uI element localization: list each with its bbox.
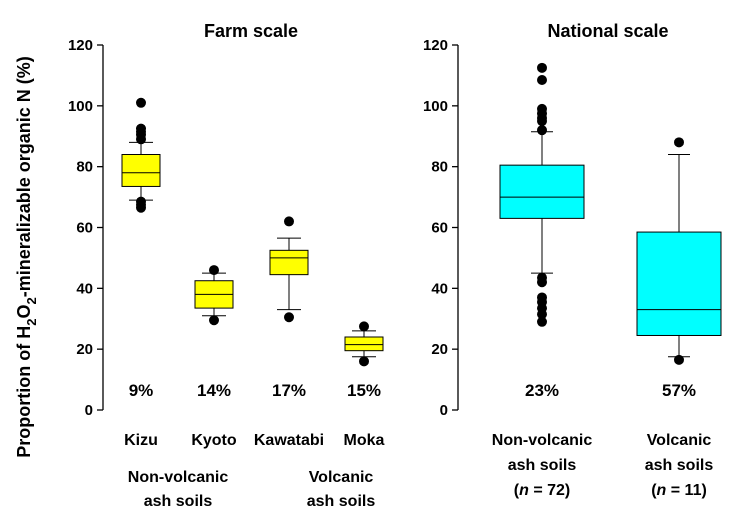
farm-percent-label: 15%	[347, 381, 381, 400]
farm-y-tick-label: 80	[76, 159, 93, 176]
x-label-kizu: Kizu	[124, 432, 158, 449]
national-y-tick-label: 80	[431, 159, 448, 176]
national-scale-panel: National scale 0 20 40 60 80 100 120 23% 57% No…	[423, 21, 722, 499]
x-label-nonvolcanic-n: (n = 72)	[514, 482, 570, 499]
national-outlier-point	[537, 74, 547, 85]
farm-y-tick-label: 100	[68, 98, 93, 115]
farm-outlier-point	[284, 216, 294, 227]
x-label-volcanic-line1: Volcanic	[647, 432, 712, 449]
farm-y-tick-label: 120	[68, 37, 93, 54]
national-outlier-point	[537, 272, 547, 283]
farm-outlier-point	[209, 265, 219, 276]
farm-y-tick-label: 40	[76, 280, 93, 297]
national-box	[499, 164, 585, 219]
farm-scale-panel: Farm scale 0 20 40 60 80 100 120 9% 14% 17% 15% K…	[68, 21, 385, 510]
farm-outlier-point	[209, 315, 219, 326]
x-label-nonvolcanic-line2: ash soils	[508, 457, 577, 474]
farm-outlier-point	[136, 123, 146, 134]
national-y-tick-label: 0	[440, 402, 448, 419]
group-label-volcanic-line1: Volcanic	[309, 469, 374, 486]
national-y-tick-label: 100	[423, 98, 448, 115]
farm-percent-label: 9%	[129, 381, 154, 400]
group-label-nonvolcanic-line1: Non-volcanic	[128, 469, 229, 486]
national-outlier-point	[537, 292, 547, 303]
x-label-kyoto: Kyoto	[191, 432, 237, 449]
farm-y-tick-label: 60	[76, 220, 93, 237]
farm-scale-title: Farm scale	[204, 21, 298, 41]
national-y-tick-label: 40	[431, 280, 448, 297]
x-label-volcanic-n: (n = 11)	[651, 482, 707, 499]
farm-percent-label: 17%	[272, 381, 306, 400]
national-percent-label: 23%	[525, 381, 559, 400]
national-y-tick-label: 20	[431, 341, 448, 358]
national-y-tick-label: 120	[423, 37, 448, 54]
group-label-nonvolcanic-line2: ash soils	[144, 493, 213, 510]
national-outlier-point	[537, 316, 547, 327]
farm-box	[269, 249, 309, 276]
x-label-kawatabi: Kawatabi	[254, 432, 324, 449]
x-label-volcanic-line2: ash soils	[645, 457, 714, 474]
x-label-moka: Moka	[344, 432, 385, 449]
farm-outlier-point	[359, 356, 369, 367]
national-box	[636, 231, 722, 336]
national-scale-title: National scale	[547, 21, 668, 41]
farm-outlier-point	[359, 321, 369, 332]
farm-percent-label: 14%	[197, 381, 231, 400]
national-outlier-point	[537, 125, 547, 136]
national-percent-label: 57%	[662, 381, 696, 400]
x-label-nonvolcanic-line1: Non-volcanic	[492, 432, 593, 449]
farm-outlier-point	[136, 196, 146, 207]
group-label-volcanic-line2: ash soils	[307, 493, 376, 510]
farm-outlier-point	[136, 97, 146, 108]
farm-outlier-point	[284, 312, 294, 323]
farm-y-tick-label: 20	[76, 341, 93, 358]
national-outlier-point	[537, 62, 547, 73]
farm-y-tick-label: 0	[85, 402, 93, 419]
farm-box	[121, 154, 161, 187]
y-axis-label: Proportion of H2O2-mineralizable organic…	[14, 56, 39, 458]
national-outlier-point	[674, 354, 684, 365]
national-y-tick-label: 60	[431, 220, 448, 237]
farm-box	[344, 336, 384, 352]
national-outlier-point	[674, 137, 684, 148]
national-outlier-point	[537, 103, 547, 114]
